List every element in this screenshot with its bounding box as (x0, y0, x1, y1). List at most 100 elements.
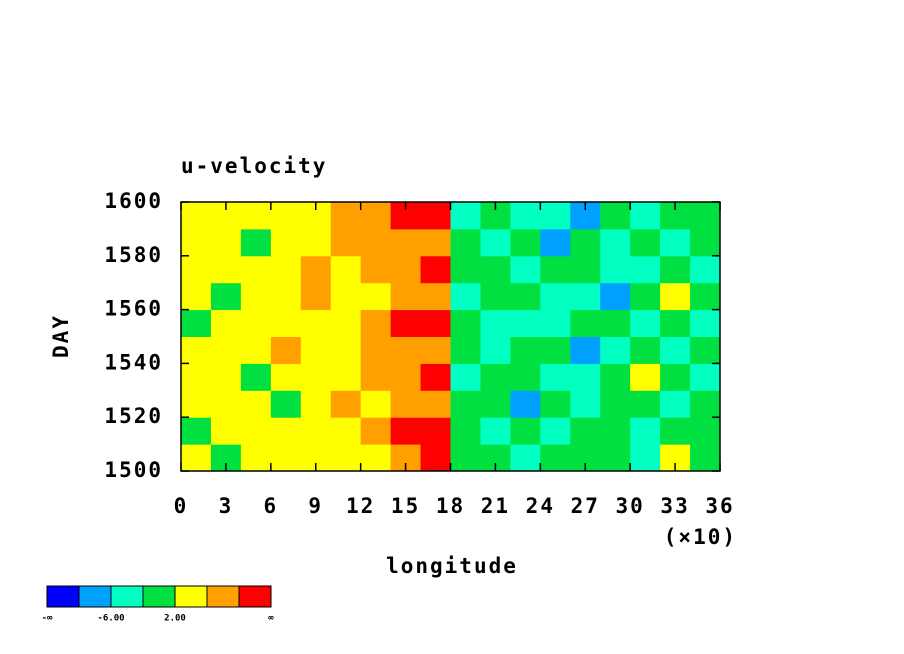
cell (450, 202, 481, 230)
cell (480, 363, 511, 391)
colorbar-label: -∞ (42, 614, 53, 624)
cell (510, 417, 541, 445)
cell (390, 363, 422, 391)
cell (480, 417, 511, 445)
cell (510, 255, 541, 284)
cell (450, 255, 481, 284)
cell (181, 417, 212, 445)
cell (510, 444, 541, 472)
chart-title: u-velocity (181, 154, 327, 178)
cell (240, 390, 272, 418)
cell (420, 255, 451, 284)
cell (450, 228, 481, 257)
cell (660, 336, 691, 364)
cell (420, 282, 451, 311)
colorbar-box (142, 585, 176, 608)
y-tick-label: 1520 (104, 404, 163, 428)
cell (690, 309, 721, 337)
cell (480, 228, 511, 257)
cell (570, 390, 601, 418)
cell (600, 228, 631, 257)
cell (570, 282, 601, 311)
cell (270, 336, 302, 364)
cell (181, 202, 212, 230)
cell (330, 202, 362, 230)
cell (420, 228, 451, 257)
cell (660, 228, 691, 257)
x-tick-label: 21 (481, 494, 510, 518)
cell (480, 309, 511, 337)
cell (630, 417, 661, 445)
x-tick-label: 33 (660, 494, 689, 518)
cell (630, 228, 661, 257)
colorbar-box (206, 585, 240, 608)
cell (300, 390, 332, 418)
cell (390, 282, 422, 311)
cell (390, 390, 422, 418)
cell (181, 309, 212, 337)
cell (330, 228, 362, 257)
cell (540, 255, 571, 284)
cell (181, 444, 212, 472)
cell (210, 309, 242, 337)
cell (450, 282, 481, 311)
cell (540, 282, 571, 311)
cell (330, 444, 362, 472)
cell (600, 363, 631, 391)
cell (330, 255, 362, 284)
cell (450, 444, 481, 472)
colorbar-box (78, 585, 112, 608)
cell (300, 309, 332, 337)
x-tick-label: 30 (616, 494, 645, 518)
x-tick-label: 24 (526, 494, 555, 518)
y-tick-label: 1560 (104, 297, 163, 321)
cell (690, 202, 721, 230)
cell (600, 282, 631, 311)
cell (181, 228, 212, 257)
cell (210, 363, 242, 391)
cell (270, 255, 302, 284)
cell (360, 282, 392, 311)
y-tick-label: 1600 (104, 189, 163, 213)
colorbar-box (46, 585, 80, 608)
cell (510, 336, 541, 364)
cell (360, 336, 392, 364)
cell (600, 309, 631, 337)
cell (690, 363, 721, 391)
cell (480, 336, 511, 364)
cell (360, 309, 392, 337)
cell (510, 202, 541, 230)
cell (300, 255, 332, 284)
cell (210, 255, 242, 284)
cell (240, 282, 272, 311)
cell (240, 444, 272, 472)
cell (450, 336, 481, 364)
cell (540, 444, 571, 472)
cell (540, 202, 571, 230)
cell (390, 336, 422, 364)
cell (270, 309, 302, 337)
cell (330, 363, 362, 391)
y-tick-label: 1580 (104, 243, 163, 267)
cell (210, 282, 242, 311)
cell (390, 309, 422, 337)
x-tick-label: 15 (391, 494, 420, 518)
cell (690, 390, 721, 418)
cell (390, 228, 422, 257)
colorbar-box (110, 585, 144, 608)
x-tick-label: 36 (705, 494, 734, 518)
cell (390, 417, 422, 445)
cell (360, 228, 392, 257)
cell (570, 417, 601, 445)
cell (240, 336, 272, 364)
cell (420, 390, 451, 418)
cell (270, 282, 302, 311)
cell (300, 363, 332, 391)
cell (600, 417, 631, 445)
cell (600, 390, 631, 418)
cell (540, 363, 571, 391)
x-tick-label: 6 (264, 494, 279, 518)
cell (181, 390, 212, 418)
cell (510, 390, 541, 418)
